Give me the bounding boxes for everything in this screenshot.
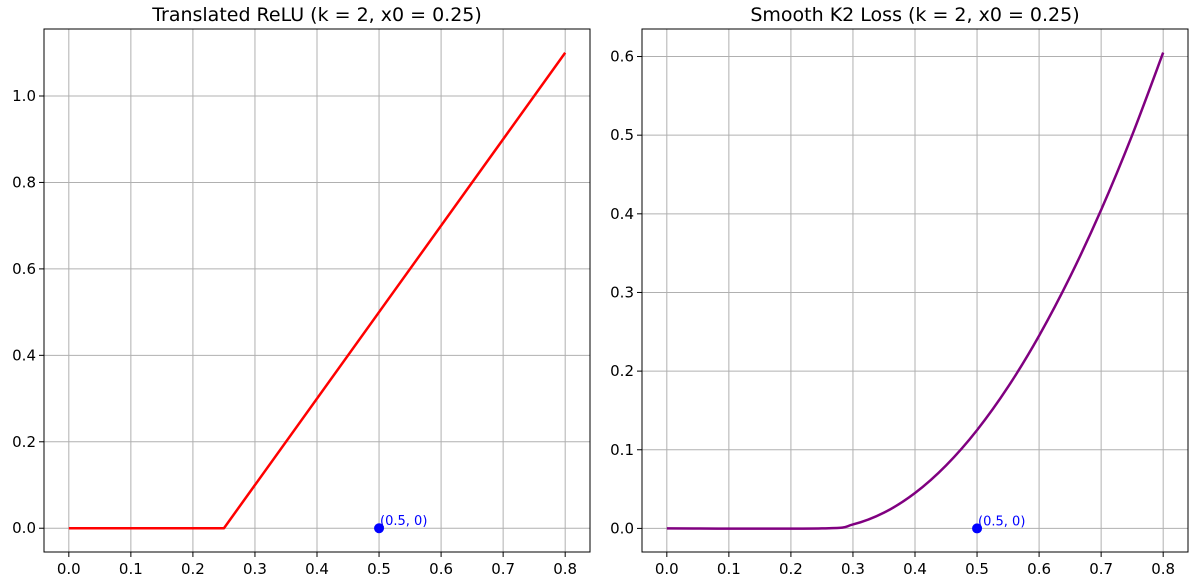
series-line-0 [68,52,567,530]
x-tick-label: 0.8 [553,560,577,578]
y-tick-label: 1.0 [12,87,36,105]
x-tick-label: 0.2 [779,560,803,578]
y-tick-label: 0.1 [610,441,634,459]
points: (0.5, 0) [972,514,1025,534]
grid [44,29,590,552]
y-axis-ticks: 0.0 0.1 0.2 0.3 0.4 0.5 0.6 [610,48,642,537]
y-tick-label: 0.2 [610,362,634,380]
x-axis-ticks: 0.0 0.1 0.2 0.3 0.4 0.5 0.6 0.7 0.8 [655,552,1175,578]
y-tick-label: 0.5 [610,126,634,144]
x-tick-label: 0.4 [305,560,329,578]
series-lines [68,52,567,530]
series-line-0 [666,52,1165,530]
highlight-point [972,523,983,534]
chart-smooth-k2-loss: (0.5, 0) 0.0 0.1 0.2 0.3 0.4 0.5 0.6 0.7 0.8 0.0… [610,4,1189,578]
x-tick-label: 0.6 [1027,560,1051,578]
y-tick-label: 0.6 [610,48,634,66]
x-tick-label: 0.1 [119,560,143,578]
grid [642,29,1188,552]
y-axis-ticks: 0.0 0.2 0.4 0.6 0.8 1.0 [12,87,44,537]
y-tick-label: 0.6 [12,260,36,278]
points: (0.5, 0) [374,514,427,534]
x-tick-label: 0.7 [1089,560,1113,578]
y-tick-label: 0.0 [610,519,634,537]
chart-translated-relu: (0.5, 0) 0.0 0.1 0.2 0.3 0.4 0.5 0.6 0.7 0.8 0.0… [12,4,591,578]
point-label: (0.5, 0) [978,514,1025,529]
series-lines [666,52,1165,530]
x-tick-label: 0.2 [181,560,205,578]
x-tick-label: 0.3 [243,560,267,578]
y-tick-label: 0.0 [12,519,36,537]
chart-title: Translated ReLU (k = 2, x0 = 0.25) [151,4,482,26]
x-tick-label: 0.3 [841,560,865,578]
x-axis-ticks: 0.0 0.1 0.2 0.3 0.4 0.5 0.6 0.7 0.8 [57,552,577,578]
x-tick-label: 0.1 [717,560,741,578]
y-tick-label: 0.4 [610,205,634,223]
x-tick-label: 0.5 [367,560,391,578]
x-tick-label: 0.5 [965,560,989,578]
y-tick-label: 0.3 [610,283,634,301]
y-tick-label: 0.8 [12,173,36,191]
x-tick-label: 0.6 [429,560,453,578]
chart-title: Smooth K2 Loss (k = 2, x0 = 0.25) [750,4,1079,26]
point-label: (0.5, 0) [380,514,427,529]
y-tick-label: 0.2 [12,433,36,451]
y-tick-label: 0.4 [12,346,36,364]
x-tick-label: 0.7 [491,560,515,578]
x-tick-label: 0.0 [655,560,679,578]
x-tick-label: 0.8 [1151,560,1175,578]
x-tick-label: 0.0 [57,560,81,578]
x-tick-label: 0.4 [903,560,927,578]
highlight-point [374,523,385,534]
